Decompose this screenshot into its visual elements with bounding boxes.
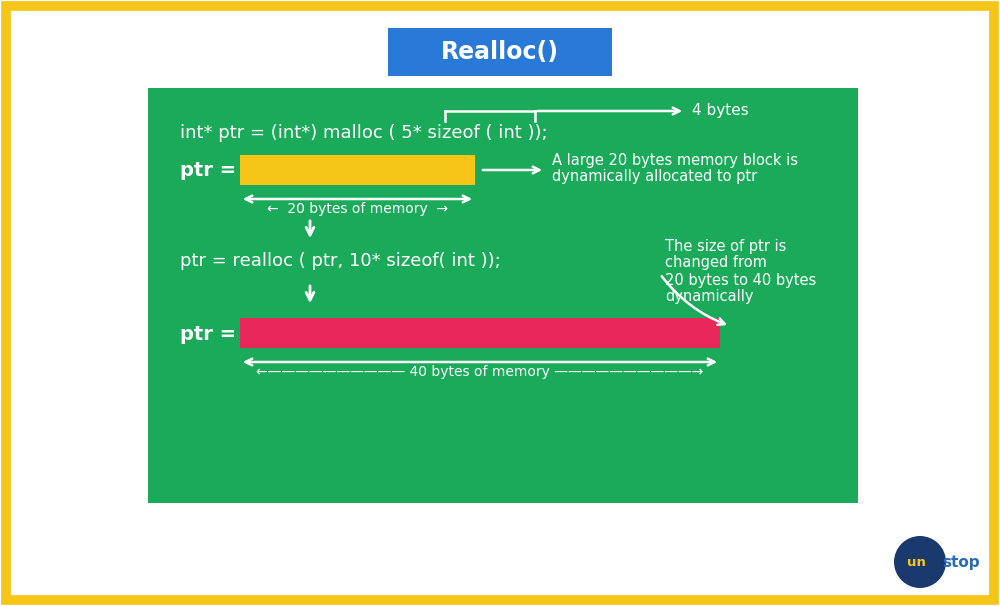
Text: stop: stop [942,554,980,570]
Circle shape [894,536,946,588]
Text: The size of ptr is: The size of ptr is [665,239,786,253]
Bar [148,88,858,503]
Text: ←  20 bytes of memory  →: ← 20 bytes of memory → [267,202,448,216]
Text: changed from: changed from [665,256,767,270]
Text: ptr =: ptr = [180,324,236,344]
Text: int* ptr = (int*) malloc ( 5* sizeof ( int ));: int* ptr = (int*) malloc ( 5* sizeof ( i… [180,124,548,142]
Text: A large 20 bytes memory block is: A large 20 bytes memory block is [552,153,798,167]
Text: dynamically: dynamically [665,290,754,304]
Text: un: un [907,556,925,568]
Text: ←—————————— 40 bytes of memory ——————————→: ←—————————— 40 bytes of memory —————————… [256,365,704,379]
Text: Realloc(): Realloc() [441,40,559,64]
Bar [240,318,720,348]
Bar [240,155,475,185]
Text: ptr =: ptr = [180,161,236,179]
Text: 4 bytes: 4 bytes [692,104,749,119]
Text: dynamically allocated to ptr: dynamically allocated to ptr [552,168,757,184]
Text: 20 bytes to 40 bytes: 20 bytes to 40 bytes [665,273,816,287]
Text: ptr = realloc ( ptr, 10* sizeof( int ));: ptr = realloc ( ptr, 10* sizeof( int )); [180,252,501,270]
Bar [388,28,612,76]
